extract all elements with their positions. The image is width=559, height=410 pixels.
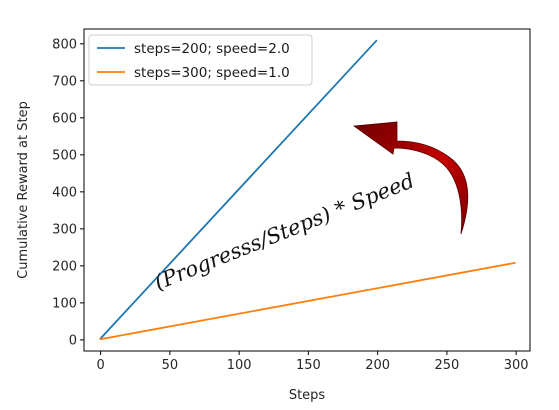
x-axis-label: Steps <box>289 388 326 403</box>
x-tick-label: 150 <box>296 358 321 373</box>
y-tick-label: 0 <box>69 333 77 348</box>
y-tick-label: 600 <box>52 111 77 126</box>
y-tick-label: 500 <box>52 148 77 163</box>
x-tick-label: 0 <box>96 358 104 373</box>
x-tick-label: 100 <box>227 358 252 373</box>
y-tick-label: 300 <box>52 222 77 237</box>
legend-label-2: steps=300; speed=1.0 <box>134 65 290 81</box>
x-tick-label: 250 <box>434 358 459 373</box>
x-tick-label: 50 <box>162 358 179 373</box>
legend: steps=200; speed=2.0 steps=300; speed=1.0 <box>89 35 312 85</box>
y-tick-label: 100 <box>52 296 77 311</box>
y-tick-label: 800 <box>52 37 77 52</box>
x-tick-label: 200 <box>365 358 390 373</box>
y-tick-label: 700 <box>52 74 77 89</box>
legend-label-1: steps=200; speed=2.0 <box>134 41 290 57</box>
x-tick-label: 300 <box>504 358 529 373</box>
y-tick-label: 400 <box>52 185 77 200</box>
y-tick-label: 200 <box>52 259 77 274</box>
y-axis-label: Cumulative Reward at Step <box>16 101 31 279</box>
